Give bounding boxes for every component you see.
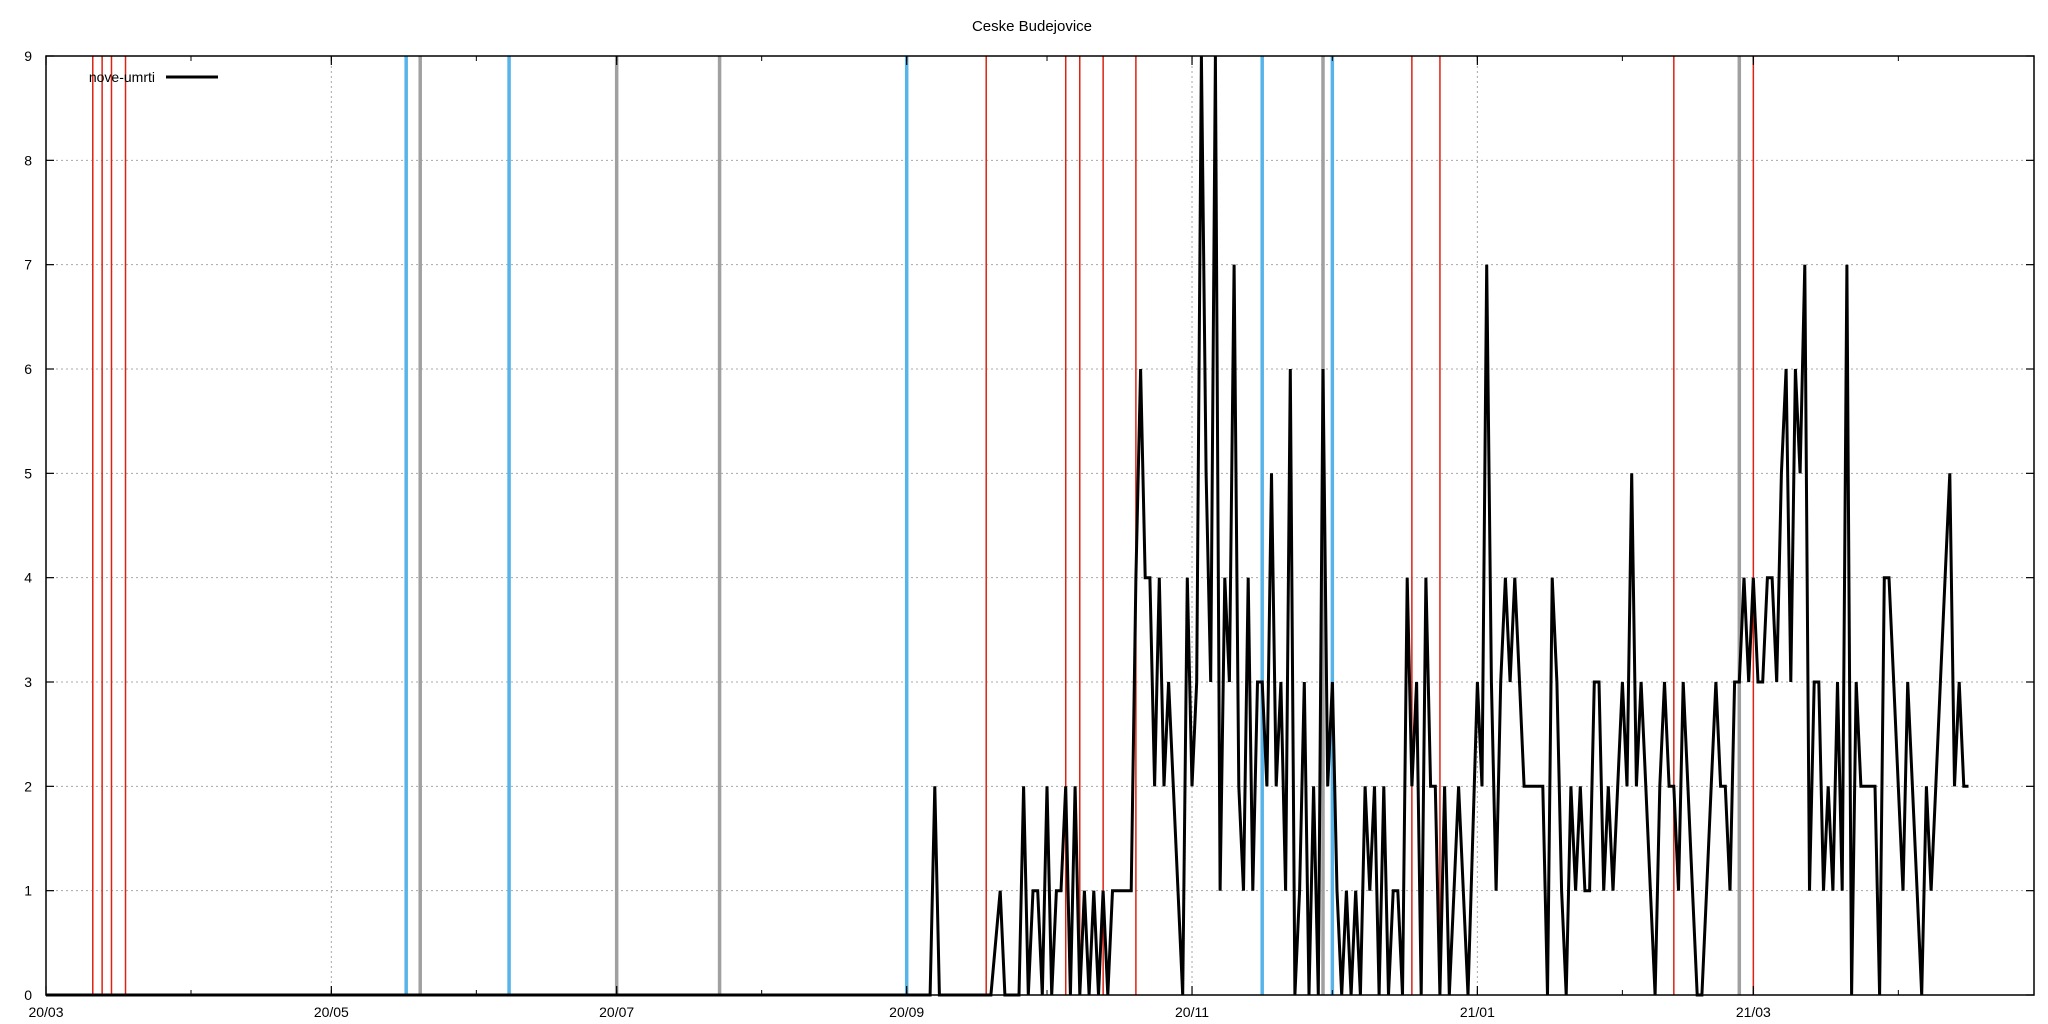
y-tick-label: 2 bbox=[24, 778, 32, 794]
y-tick-label: 9 bbox=[24, 48, 32, 64]
x-tick-label: 20/07 bbox=[599, 1004, 634, 1020]
y-tick-label: 8 bbox=[24, 152, 32, 168]
y-tick-label: 7 bbox=[24, 257, 32, 273]
axis-ticks: 0 1 2 3 4 5 6 7 8 9 20/03 20/05 20/07 20/09 20/11 21/01… bbox=[24, 48, 2034, 1020]
y-tick-label: 3 bbox=[24, 674, 32, 690]
x-tick-label: 21/03 bbox=[1736, 1004, 1771, 1020]
plot-frame bbox=[45, 55, 2035, 996]
y-tick-label: 6 bbox=[24, 361, 32, 377]
y-tick-label: 1 bbox=[24, 883, 32, 899]
x-tick-label: 21/01 bbox=[1460, 1004, 1495, 1020]
x-tick-label: 20/11 bbox=[1175, 1004, 1209, 1020]
y-tick-label: 4 bbox=[24, 570, 32, 586]
y-tick-label: 5 bbox=[24, 465, 32, 481]
legend-label: nove-umrti bbox=[89, 69, 155, 85]
x-tick-label: 20/03 bbox=[28, 1004, 63, 1020]
x-tick-label: 20/09 bbox=[889, 1004, 924, 1020]
chart-title: Ceske Budejovice bbox=[972, 18, 1092, 35]
legend: nove-umrti bbox=[89, 69, 218, 85]
y-tick-label: 0 bbox=[24, 987, 32, 1003]
x-tick-label: 20/05 bbox=[314, 1004, 349, 1020]
